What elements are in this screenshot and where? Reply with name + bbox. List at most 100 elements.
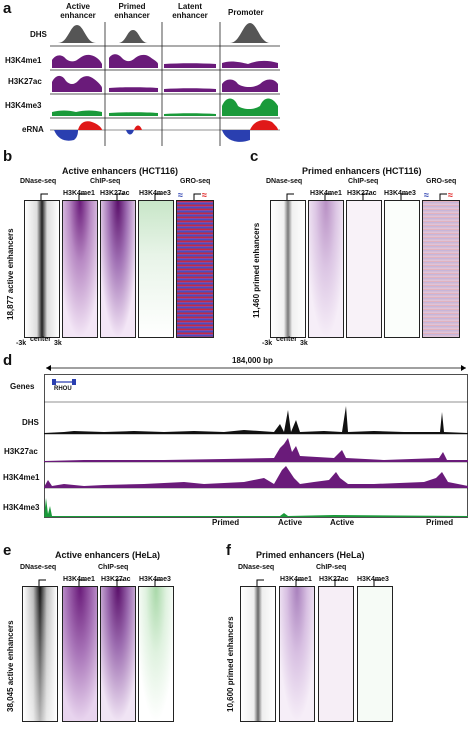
heatmap-c-dnase: [270, 200, 306, 338]
gro-c-strand-plus: ≈: [448, 190, 453, 200]
heatmap-c-gro: [422, 200, 460, 338]
panel-b-x-right: 3k: [54, 340, 62, 347]
heatmap-b-h3k4me3: [138, 200, 174, 338]
heatmap-e-h3k4me1: [62, 586, 98, 722]
row-label-erna: eRNA: [22, 125, 44, 134]
panel-f-title: Primed enhancers (HeLa): [256, 550, 365, 560]
annotation-active-1: Active: [278, 518, 303, 527]
heatmap-f-h3k4me1: [279, 586, 315, 722]
track-label-h3k4me3: H3K4me3: [3, 503, 40, 512]
heatmap-e-h3k27ac: [100, 586, 136, 722]
panel-f-dnase: DNase-seq: [238, 564, 275, 571]
panel-d-scalebar: [46, 365, 466, 371]
heatmap-e-dnase: [22, 586, 58, 722]
heatmap-b-gro: [176, 200, 214, 338]
row-label-h3k27ac: H3K27ac: [8, 77, 42, 86]
panel-f-track-h3k4me3: H3K4me3: [357, 576, 389, 583]
heatmap-e-h3k4me3: [138, 586, 174, 722]
heatmap-f-h3k4me3: [357, 586, 393, 722]
row-label-h3k4me3: H3K4me3: [5, 101, 42, 110]
heatmap-b-h3k27ac: [100, 200, 136, 338]
panel-e-arrows: [38, 579, 162, 586]
gro-c-strand-minus: ≈: [424, 190, 429, 200]
panel-b-track-h3k27ac: H3K27ac: [100, 190, 130, 197]
panel-c-x-right: 3k: [300, 340, 308, 347]
h3k4me3-primed: [109, 112, 158, 116]
track-label-genes: Genes: [10, 382, 35, 391]
dhs-signal: [44, 406, 468, 434]
panel-e-track-h3k27ac: H3K27ac: [101, 576, 131, 583]
panel-c-track-h3k4me3: H3K4me3: [384, 190, 416, 197]
dhs-peak-active: [58, 25, 96, 43]
h3k4me3-promoter: [222, 98, 278, 116]
annotation-primed-1: Primed: [212, 518, 240, 527]
erna-primed-minus: [126, 130, 134, 135]
panel-c-arrows: [286, 193, 447, 200]
panel-e-dnase: DNase-seq: [20, 564, 57, 571]
heatmap-b-h3k4me1: [62, 200, 98, 338]
h3k4me1-latent: [164, 63, 216, 68]
panel-c-label: c: [250, 148, 259, 165]
heatmap-b-dnase: [24, 200, 60, 338]
h3k4me1-promoter: [222, 60, 278, 68]
panel-d-tracks: [44, 374, 468, 518]
h3k27ac-promoter: [222, 79, 278, 92]
panel-f-chip: ChIP-seq: [316, 564, 347, 571]
row-label-dhs: DHS: [30, 30, 47, 39]
h3k4me3-active: [52, 110, 102, 116]
h3k4me1-active: [52, 54, 102, 68]
h3k4me1-signal: [44, 466, 468, 488]
panel-f-arrows: [256, 579, 381, 586]
h3k27ac-primed: [109, 87, 158, 92]
panel-c-gro: GRO-seq: [426, 178, 457, 185]
h3k27ac-latent: [164, 88, 216, 92]
h3k4me3-signal: [44, 498, 468, 517]
panel-d-label: d: [3, 352, 13, 369]
panel-d-scale: 184,000 bp: [232, 356, 273, 365]
col-primed-enhancer: Primed enhancer: [114, 2, 150, 20]
panel-a-label: a: [3, 0, 12, 17]
annotation-primed-2: Primed: [426, 518, 454, 527]
heatmap-f-dnase: [240, 586, 276, 722]
h3k27ac-signal: [44, 438, 468, 462]
panel-e-chip: ChIP-seq: [98, 564, 129, 571]
panel-b-label: b: [3, 148, 13, 165]
row-label-h3k4me1: H3K4me1: [5, 56, 42, 65]
panel-f-label: f: [226, 542, 231, 559]
gene-rhou-exon-2: [72, 379, 76, 385]
gro-strand-minus: ≈: [178, 190, 183, 200]
h3k27ac-active: [52, 75, 102, 92]
erna-primed-plus: [134, 125, 142, 130]
erna-active-plus: [78, 121, 102, 130]
panel-e-ylabel: 38,045 active enhancers: [6, 620, 15, 712]
panel-a-grid: [50, 22, 280, 146]
panel-e-title: Active enhancers (HeLa): [55, 550, 161, 560]
panel-e-label: e: [3, 542, 12, 559]
col-promoter: Promoter: [228, 8, 264, 17]
panel-b-chip: ChIP-seq: [90, 178, 121, 185]
dhs-peak-primed: [118, 30, 148, 43]
panel-c-x-left: -3k: [262, 340, 273, 347]
panel-b-x-left: -3k: [16, 340, 27, 347]
panel-b-dnase: DNase-seq: [20, 178, 57, 185]
dhs-peak-promoter: [230, 23, 270, 43]
panel-f-track-h3k27ac: H3K27ac: [319, 576, 349, 583]
annotation-active-2: Active: [330, 518, 355, 527]
panel-b-gro: GRO-seq: [180, 178, 211, 185]
erna-promoter-plus: [250, 120, 278, 130]
panel-c-x-center: center: [276, 336, 298, 343]
erna-active-minus: [54, 130, 78, 141]
panel-c-title: Primed enhancers (HCT116): [302, 166, 422, 176]
heatmap-c-h3k4me1: [308, 200, 344, 338]
heatmap-f-h3k27ac: [318, 586, 354, 722]
heatmap-c-h3k4me3: [384, 200, 420, 338]
track-label-h3k27ac: H3K27ac: [4, 447, 38, 456]
track-label-dhs: DHS: [22, 418, 39, 427]
h3k4me1-primed: [109, 54, 158, 68]
panel-f-ylabel: 10,600 primed enhancers: [226, 616, 235, 712]
h3k4me3-latent: [164, 113, 216, 116]
gro-strand-plus: ≈: [202, 190, 207, 200]
track-label-h3k4me1: H3K4me1: [3, 473, 40, 482]
erna-promoter-minus: [222, 130, 250, 142]
panel-b-x-center: center: [30, 336, 52, 343]
